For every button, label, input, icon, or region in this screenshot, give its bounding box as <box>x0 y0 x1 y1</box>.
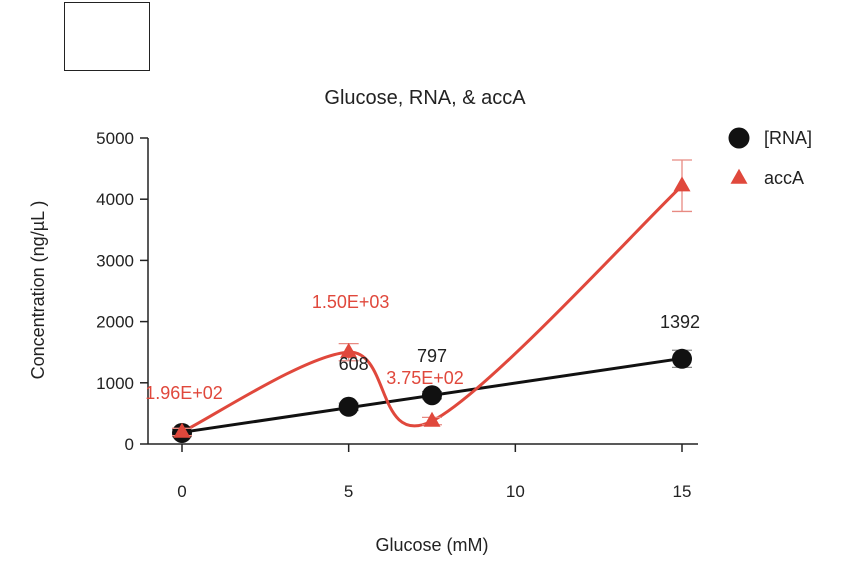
acca-point <box>340 342 358 358</box>
x-axis-label: Glucose (mM) <box>375 535 488 555</box>
x-tick-label: 5 <box>344 482 353 501</box>
rna-point <box>422 385 442 406</box>
rna-point <box>672 348 692 369</box>
legend-rna-marker <box>728 127 750 149</box>
acca-data-label: 1.96E+02 <box>145 383 223 403</box>
legend-acca-marker <box>730 168 748 184</box>
y-tick-label: 1000 <box>96 374 134 393</box>
y-tick-label: 0 <box>125 435 134 454</box>
blank-placeholder-box <box>64 2 150 71</box>
acca-data-label: 1.50E+03 <box>312 292 390 312</box>
x-tick-label: 15 <box>673 482 692 501</box>
acca-data-label: 3.75E+02 <box>386 368 464 388</box>
rna-point <box>338 396 359 417</box>
legend-acca-label: accA <box>764 168 804 188</box>
x-tick-label: 10 <box>506 482 525 501</box>
y-tick-label: 5000 <box>96 129 134 148</box>
legend: [RNA] accA <box>728 127 812 188</box>
acca-point <box>173 422 191 438</box>
rna-data-label: 797 <box>417 346 447 366</box>
legend-rna-label: [RNA] <box>764 128 812 148</box>
y-tick-label: 3000 <box>96 251 134 270</box>
x-tick-label: 0 <box>177 482 186 501</box>
rna-data-label: 608 <box>339 354 369 374</box>
chart-title: Glucose, RNA, & accA <box>324 87 526 109</box>
y-tick-label: 4000 <box>96 190 134 209</box>
y-axis-label: Concentration (ng/µL ) <box>28 201 48 380</box>
y-tick-label: 2000 <box>96 313 134 332</box>
acca-smooth-curve <box>181 184 684 434</box>
axes: 0 1000 2000 3000 4000 5000 0 5 10 15 <box>96 129 698 501</box>
acca-point <box>423 411 441 427</box>
acca-point <box>673 176 691 192</box>
rna-data-label: 1392 <box>660 312 700 332</box>
marks: 608 797 1392 1.96E+02 1.50E+03 3.75E+02 <box>145 159 700 443</box>
